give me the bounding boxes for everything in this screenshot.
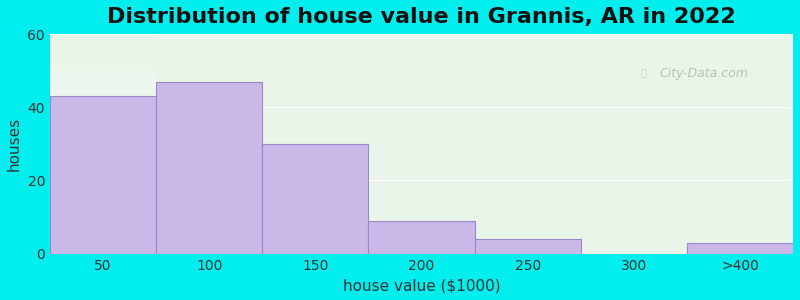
- Bar: [474, 239, 581, 254]
- Text: City-Data.com: City-Data.com: [659, 67, 748, 80]
- Title: Distribution of house value in Grannis, AR in 2022: Distribution of house value in Grannis, …: [107, 7, 736, 27]
- Text: 🔍: 🔍: [641, 67, 646, 77]
- Bar: [687, 243, 793, 254]
- Bar: [50, 96, 156, 254]
- Bar: [156, 82, 262, 254]
- Bar: [262, 144, 369, 254]
- Y-axis label: houses: houses: [7, 117, 22, 171]
- Bar: [369, 221, 474, 253]
- X-axis label: house value ($1000): house value ($1000): [342, 278, 500, 293]
